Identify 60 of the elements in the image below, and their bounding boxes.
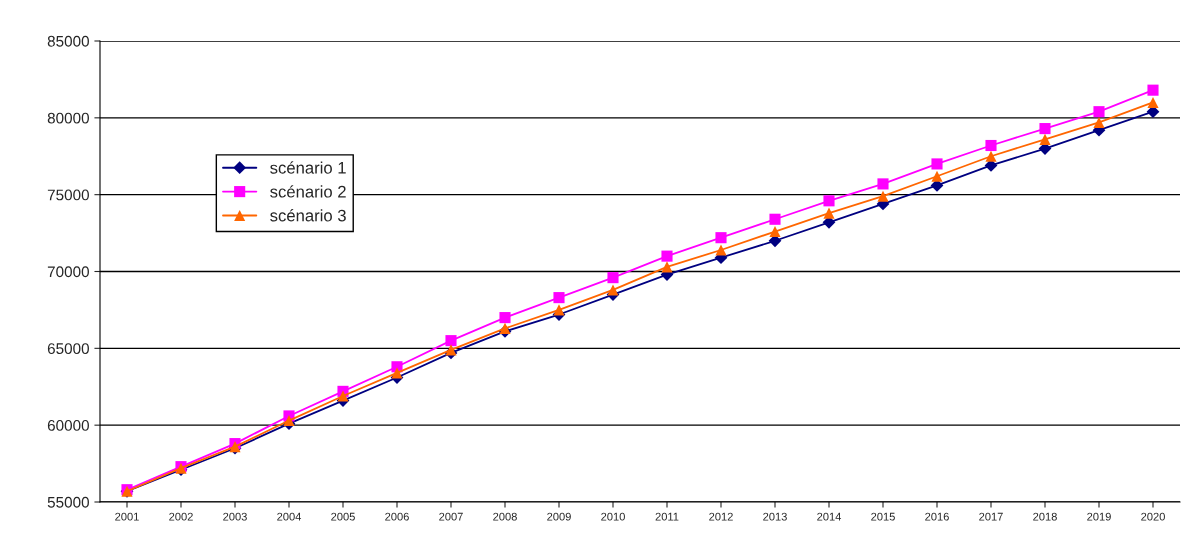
y-tick-label: 70000 — [47, 266, 89, 278]
point — [877, 178, 889, 190]
point — [715, 244, 727, 256]
x-tick-label: 2011 — [655, 512, 679, 521]
x-tick-label: 2017 — [979, 512, 1003, 521]
point — [661, 261, 673, 273]
point — [499, 312, 511, 324]
x-tick-label: 2002 — [169, 512, 193, 521]
x-tick-label: 2015 — [871, 512, 895, 521]
x-tick-label: 2016 — [925, 512, 949, 521]
point — [769, 213, 781, 225]
point — [1147, 96, 1159, 109]
x-tick-label: 2018 — [1033, 512, 1057, 521]
x-tick-label: 2007 — [439, 512, 463, 521]
point — [499, 322, 511, 334]
point — [769, 225, 781, 238]
point — [1093, 116, 1105, 128]
point — [1039, 123, 1051, 135]
point — [931, 170, 943, 182]
point — [445, 344, 457, 356]
x-tick-label: 2014 — [817, 512, 842, 521]
x-tick-label: 2019 — [1087, 512, 1111, 521]
y-tick-label: 55000 — [47, 496, 89, 508]
point — [445, 335, 457, 347]
y-tick-label: 65000 — [47, 343, 89, 355]
x-tick-label: 2004 — [277, 512, 302, 521]
y-tick-label: 75000 — [47, 189, 89, 201]
point — [931, 158, 943, 170]
x-tick-label: 2001 — [115, 512, 139, 521]
x-tick-label: 2012 — [709, 512, 733, 521]
x-tick-label: 2013 — [763, 512, 787, 521]
point — [1093, 106, 1105, 118]
x-tick-label: 2020 — [1141, 512, 1165, 521]
point — [553, 292, 565, 304]
point — [985, 150, 997, 162]
point — [607, 284, 619, 296]
legend-label: scénario 1 — [270, 161, 346, 174]
point — [715, 232, 727, 244]
x-tick-label: 2009 — [547, 512, 571, 521]
legend-label: scénario 2 — [270, 185, 346, 198]
point — [823, 207, 835, 219]
x-tick-label: 2008 — [493, 512, 517, 521]
x-tick-label: 2010 — [601, 512, 625, 521]
point — [607, 272, 619, 284]
y-tick-label: 60000 — [47, 420, 89, 431]
x-tick-label: 2003 — [223, 512, 247, 521]
y-tick-label: 80000 — [47, 112, 89, 124]
point — [1147, 84, 1159, 96]
y-tick-label: 85000 — [47, 35, 89, 47]
point — [553, 304, 565, 316]
x-tick-label: 2005 — [331, 512, 355, 521]
legend-label: scénario 3 — [270, 209, 346, 222]
point — [391, 367, 403, 379]
point — [1039, 133, 1051, 145]
point — [337, 390, 349, 402]
point — [985, 139, 997, 152]
x-tick-label: 2006 — [385, 512, 409, 521]
point — [823, 195, 835, 207]
point — [877, 190, 889, 202]
point — [661, 250, 673, 262]
